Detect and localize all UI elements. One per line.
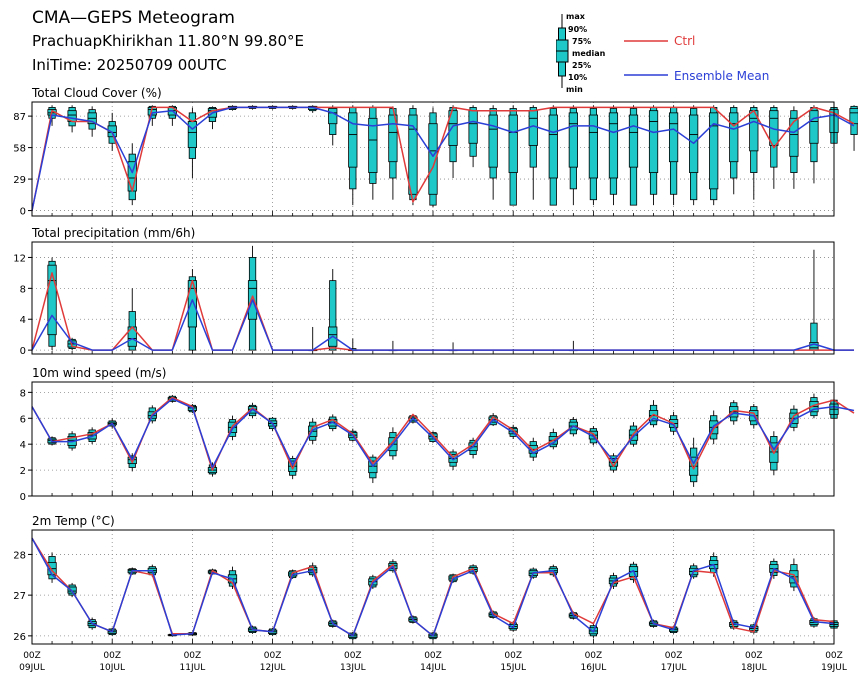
panel-0-box bbox=[388, 114, 398, 163]
panel-0-title: Total Cloud Cover (%) bbox=[31, 86, 162, 100]
panel-0-ytick-label: 0 bbox=[20, 207, 26, 218]
panel-2-ytick-label: 0 bbox=[20, 492, 26, 503]
panel-0-box bbox=[729, 112, 739, 163]
x-hour-label: 00Z bbox=[825, 651, 843, 661]
x-hour-label: 00Z bbox=[23, 651, 41, 661]
page-title: CMA—GEPS Meteogram bbox=[32, 8, 235, 28]
panel-3-ytick-label: 28 bbox=[13, 550, 26, 561]
x-hour-label: 00Z bbox=[665, 651, 683, 661]
panel-0-box bbox=[488, 114, 498, 168]
panel-0-frame bbox=[31, 101, 835, 217]
x-date-label: 16JUL bbox=[581, 663, 607, 673]
panel-1-ytick-label: 12 bbox=[13, 253, 26, 264]
station-label: PrachuapKhirikhan 11.80°N 99.80°E bbox=[32, 32, 304, 50]
panel-2-mean-line bbox=[31, 398, 855, 469]
x-date-label: 17JUL bbox=[661, 663, 687, 673]
panel-0-box bbox=[709, 112, 719, 190]
panel-1-box-outer bbox=[329, 280, 337, 351]
panel-1-frame bbox=[31, 241, 835, 355]
legend-line-samples bbox=[624, 40, 668, 76]
legend-ctrl-label: Ctrl bbox=[674, 34, 696, 48]
x-hour-label: 00Z bbox=[184, 651, 202, 661]
panel-0-box bbox=[508, 114, 518, 173]
panel-3-frame bbox=[31, 529, 835, 645]
panel-1-ytick-label: 0 bbox=[20, 346, 26, 357]
x-date-label: 12JUL bbox=[260, 663, 286, 673]
x-hour-label: 00Z bbox=[264, 651, 282, 661]
x-date-label: 14JUL bbox=[420, 663, 446, 673]
panel-3-ytick-label: 27 bbox=[13, 591, 26, 602]
panel-1-box bbox=[187, 280, 198, 328]
panel-0-box bbox=[548, 114, 558, 179]
panel-0-box bbox=[348, 112, 358, 168]
x-date-label: 10JUL bbox=[99, 663, 125, 673]
x-date-label: 19JUL bbox=[821, 663, 847, 673]
panel-0-box bbox=[408, 114, 418, 195]
panel-0-box bbox=[107, 125, 117, 138]
x-hour-label: 00Z bbox=[344, 651, 362, 661]
x-hour-label: 00Z bbox=[585, 651, 603, 661]
panel-1-ytick-label: 4 bbox=[20, 315, 26, 326]
panel-2-frame bbox=[31, 381, 835, 497]
legend-p25: 25% bbox=[572, 61, 592, 70]
panel-2-title: 10m wind speed (m/s) bbox=[32, 366, 166, 380]
panel-0-box bbox=[849, 108, 858, 125]
panel-0-box bbox=[608, 112, 619, 179]
chart-legend: max 90% 75% median 25% 10% min Ctrl Ense… bbox=[556, 10, 796, 94]
legend-p75: 75% bbox=[572, 37, 592, 46]
panel-0-box bbox=[809, 110, 819, 144]
x-date-label: 09JUL bbox=[19, 663, 45, 673]
x-hour-label: 00Z bbox=[103, 651, 121, 661]
box-legend-icon bbox=[556, 14, 569, 88]
legend-p90: 90% bbox=[568, 25, 588, 34]
x-date-label: 15JUL bbox=[500, 663, 526, 673]
panel-2-ytick-label: 8 bbox=[20, 388, 26, 399]
panel-2-ytick-label: 2 bbox=[20, 466, 26, 477]
panel-1-box bbox=[47, 264, 57, 336]
panel-0-ytick-label: 87 bbox=[13, 112, 26, 123]
legend-max: max bbox=[566, 12, 585, 21]
panel-0-box bbox=[568, 112, 578, 168]
panel-0-ytick-label: 29 bbox=[13, 175, 26, 186]
init-time-label: IniTime: 20250709 00UTC bbox=[32, 56, 227, 74]
panel-2-ytick-label: 4 bbox=[20, 440, 26, 451]
panel-0-box bbox=[648, 110, 659, 173]
x-hour-label: 00Z bbox=[504, 651, 522, 661]
panel-0-box bbox=[588, 114, 599, 179]
legend-mean-label: Ensemble Mean bbox=[674, 69, 770, 83]
panel-0-box bbox=[628, 114, 639, 168]
panel-1-ctrl-line bbox=[31, 272, 854, 351]
panel-2-ytick-label: 6 bbox=[20, 414, 26, 425]
panel-0-box bbox=[368, 117, 378, 173]
panel-2-ctrl-line bbox=[31, 396, 855, 471]
panel-3-ytick-label: 26 bbox=[13, 632, 26, 643]
x-hour-label: 00Z bbox=[745, 651, 763, 661]
panel-3-mean-line bbox=[31, 537, 835, 637]
panel-0-box bbox=[428, 123, 438, 195]
x-hour-label: 00Z bbox=[424, 651, 442, 661]
panel-1-mean-line bbox=[31, 299, 854, 351]
panel-3-title: 2m Temp (°C) bbox=[32, 514, 115, 528]
panel-0-box bbox=[528, 110, 538, 146]
panel-0-box bbox=[468, 110, 478, 144]
panel-0-mean-line bbox=[31, 106, 855, 211]
legend-p10: 10% bbox=[568, 73, 588, 82]
x-date-label: 18JUL bbox=[741, 663, 767, 673]
panel-0-box bbox=[789, 117, 799, 157]
panel-0-ctrl-line bbox=[31, 106, 855, 211]
legend-median: median bbox=[572, 49, 606, 58]
panel-1-ytick-label: 8 bbox=[20, 284, 26, 295]
panel-0-box bbox=[328, 108, 338, 125]
legend-min: min bbox=[566, 85, 583, 94]
panel-0-box bbox=[448, 110, 458, 146]
x-date-label: 11JUL bbox=[180, 663, 206, 673]
panel-0-box bbox=[668, 112, 679, 163]
panel-0-ytick-label: 58 bbox=[13, 144, 26, 155]
x-date-label: 13JUL bbox=[340, 663, 366, 673]
panel-1-title: Total precipitation (mm/6h) bbox=[31, 226, 195, 240]
